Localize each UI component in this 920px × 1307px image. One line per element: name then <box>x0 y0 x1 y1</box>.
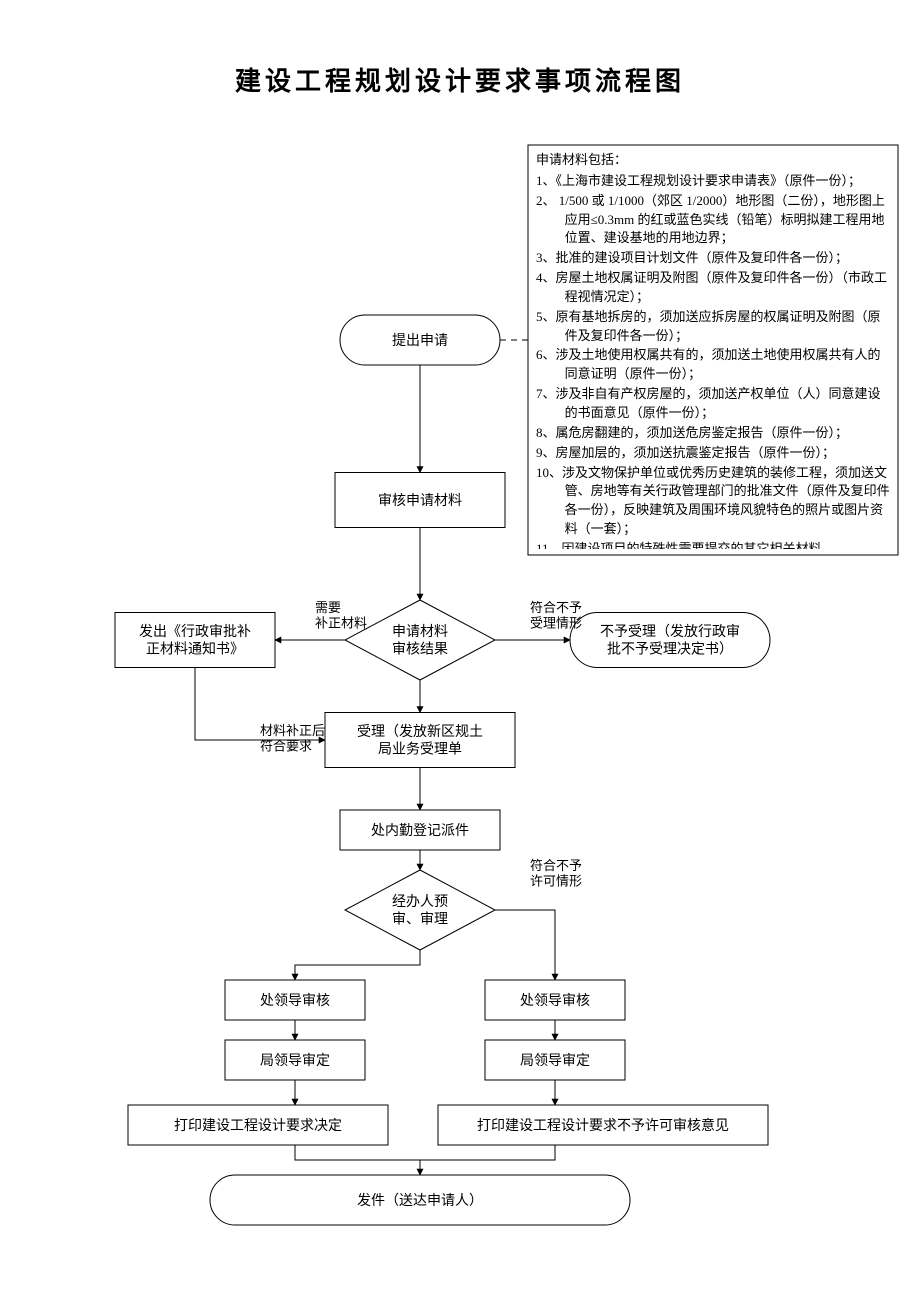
svg-text:不予受理（发放行政审批不予受理决定书）: 不予受理（发放行政审批不予受理决定书） <box>600 624 740 658</box>
svg-text:打印建设工程设计要求不予许可审核意见: 打印建设工程设计要求不予许可审核意见 <box>477 1117 729 1134</box>
svg-text:处内勤登记派件: 处内勤登记派件 <box>371 823 469 839</box>
svg-text:局领导审定: 局领导审定 <box>520 1053 590 1069</box>
flowchart-svg: 建设工程规划设计要求事项流程图提出申请审核申请材料申请材料审核结果 发出《行政审批… <box>0 0 920 1302</box>
svg-text:受理（发放新区规土局业务受理单: 受理（发放新区规土局业务受理单 <box>357 724 483 758</box>
edge <box>495 910 555 980</box>
svg-text:提出申请: 提出申请 <box>392 333 448 349</box>
svg-text:处领导审核: 处领导审核 <box>520 993 590 1009</box>
edge <box>295 950 420 980</box>
svg-text:申请材料审核结果: 申请材料审核结果 <box>392 624 448 658</box>
edge-label: 需要补正材料 <box>315 600 367 631</box>
svg-text:经办人预审、审理: 经办人预审、审理 <box>392 894 448 928</box>
page-title: 建设工程规划设计要求事项流程图 <box>235 67 685 96</box>
svg-text:审核申请材料: 审核申请材料 <box>378 493 462 509</box>
edge <box>420 1145 555 1175</box>
svg-text:处领导审核: 处领导审核 <box>260 993 330 1009</box>
edge-label: 符合不予受理情形 <box>530 600 582 631</box>
svg-text:发件（送达申请人）: 发件（送达申请人） <box>357 1193 483 1209</box>
edge-label: 材料补正后符合要求 <box>260 723 325 754</box>
materials-text: 申请材料包括：1、《上海市建设工程规划设计要求申请表》（原件一份）；2、 1/5… <box>536 151 890 549</box>
edge-label: 符合不予许可情形 <box>530 858 582 889</box>
svg-text:发出《行政审批补正材料通知书》: 发出《行政审批补正材料通知书》 <box>139 624 251 658</box>
edge <box>295 1145 420 1175</box>
svg-text:打印建设工程设计要求决定: 打印建设工程设计要求决定 <box>174 1117 342 1134</box>
svg-text:局领导审定: 局领导审定 <box>260 1053 330 1069</box>
